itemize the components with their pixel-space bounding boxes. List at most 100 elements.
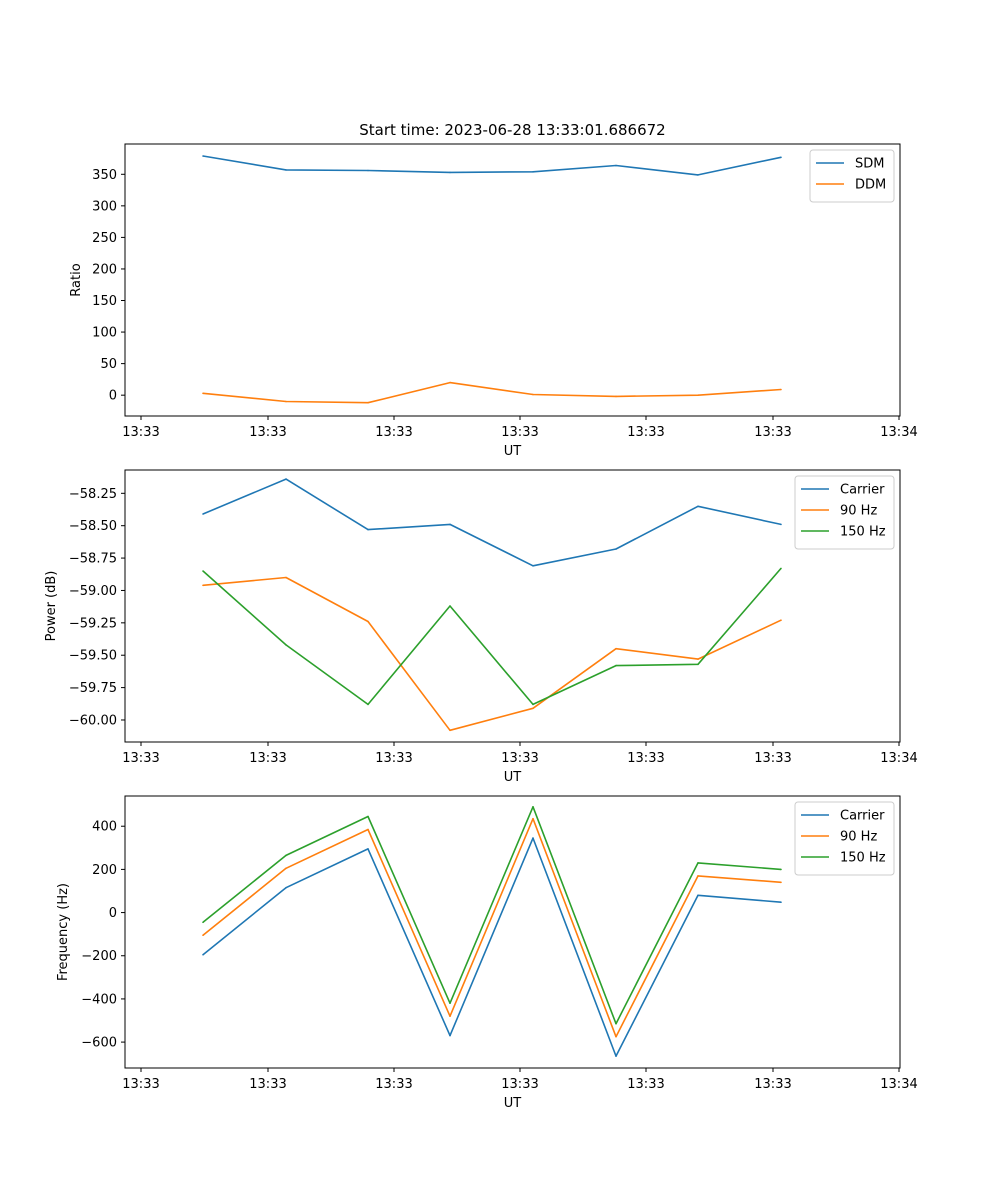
x-tick-label: 13:33	[501, 1077, 538, 1092]
data-point	[780, 388, 782, 391]
subplot-2: 13:33 13:33 13:33 13:33 13:33 13:33 13:34 −60.0…	[44, 469, 918, 785]
y-tick-label: −59.25	[69, 616, 117, 631]
data-point	[615, 1022, 617, 1025]
data-point	[449, 523, 451, 526]
series-line-150-hz	[202, 805, 782, 1025]
data-point	[449, 381, 451, 384]
data-point	[615, 395, 617, 398]
x-tick-label: 13:33	[754, 1077, 791, 1092]
data-point	[780, 881, 782, 884]
x-tick-label: 13:33	[375, 425, 412, 440]
data-point	[202, 584, 204, 587]
data-point	[697, 663, 699, 666]
y-tick-label: 250	[92, 231, 117, 246]
y-axis-label: Ratio	[69, 263, 84, 296]
y-tick-label: 0	[109, 906, 117, 921]
data-point	[202, 392, 204, 395]
x-tick-label: 13:33	[754, 425, 791, 440]
data-point	[532, 817, 534, 820]
y-tick-label: −400	[81, 992, 117, 1007]
data-point	[449, 1034, 451, 1037]
data-point	[449, 1002, 451, 1004]
x-axis-label: UT	[504, 1096, 522, 1111]
data-point	[532, 171, 534, 173]
data-point	[367, 828, 369, 831]
x-tick-label: 13:33	[501, 751, 538, 766]
data-point	[780, 868, 782, 871]
x-tick-label: 13:33	[375, 1077, 412, 1092]
y-tick-label: 400	[92, 820, 117, 835]
x-tick-label: 13:33	[249, 425, 286, 440]
data-point	[202, 953, 204, 956]
x-tick-label: 13:33	[627, 425, 664, 440]
axes-frame	[124, 143, 901, 417]
data-point	[367, 528, 369, 531]
data-point	[285, 169, 287, 171]
data-point	[697, 174, 699, 176]
y-tick-label: −600	[81, 1036, 117, 1051]
y-tick-label: 50	[100, 357, 117, 372]
legend-label: 90 Hz	[840, 504, 877, 519]
x-tick-label: 13:33	[122, 425, 159, 440]
data-point	[615, 164, 617, 167]
data-point	[697, 862, 699, 864]
data-point	[202, 934, 204, 936]
y-tick-label: −59.75	[69, 681, 117, 696]
y-tick-label: 0	[109, 389, 117, 404]
data-point	[615, 664, 617, 667]
data-point	[532, 806, 534, 808]
data-point	[532, 703, 534, 706]
series-line-sdm	[202, 155, 782, 176]
x-tick-label: 13:34	[880, 1077, 917, 1092]
y-tick-label: 350	[92, 168, 117, 183]
legend: Carrier 90 Hz 150 Hz	[794, 801, 895, 876]
data-point	[780, 901, 782, 903]
data-point	[780, 567, 782, 570]
series-line-150-hz	[202, 567, 782, 706]
x-tick-label: 13:34	[880, 425, 917, 440]
x-tick-label: 13:33	[375, 751, 412, 766]
y-axis-label: Frequency (Hz)	[56, 883, 71, 981]
data-point	[285, 886, 287, 889]
x-axis-label: UT	[504, 770, 522, 785]
y-tick-label: 300	[92, 199, 117, 214]
data-point	[697, 894, 699, 897]
x-axis-label: UT	[504, 444, 522, 459]
chart-title: Start time: 2023-06-28 13:33:01.686672	[359, 121, 665, 139]
legend-label: 150 Hz	[840, 525, 886, 540]
x-tick-label: 13:34	[880, 751, 917, 766]
legend-label: 90 Hz	[840, 830, 877, 845]
y-axis-label: Power (dB)	[44, 571, 59, 642]
data-point	[367, 815, 369, 818]
y-tick-label: −58.50	[69, 519, 117, 534]
x-tick-label: 13:33	[122, 751, 159, 766]
y-tick-label: −200	[81, 949, 117, 964]
data-point	[285, 867, 287, 870]
x-tick-label: 13:33	[754, 751, 791, 766]
x-tick-label: 13:33	[501, 425, 538, 440]
axes-frame	[124, 795, 901, 1069]
y-tick-label: −58.75	[69, 552, 117, 567]
data-point	[780, 156, 782, 159]
legend: SDM DDM	[809, 149, 895, 203]
data-point	[202, 570, 204, 572]
y-tick-label: −60.00	[69, 713, 117, 728]
data-point	[780, 619, 782, 621]
data-point	[615, 1055, 617, 1057]
data-point	[532, 565, 534, 567]
axes-frame	[124, 469, 901, 743]
data-point	[780, 523, 782, 526]
data-point	[367, 848, 369, 850]
data-point	[449, 605, 451, 607]
data-point	[697, 875, 699, 877]
legend-label: 150 Hz	[840, 851, 886, 866]
data-point	[615, 548, 617, 550]
x-tick-label: 13:33	[627, 751, 664, 766]
data-point	[285, 478, 287, 480]
data-point	[615, 1035, 617, 1038]
data-point	[202, 155, 204, 157]
subplot-1: Start time: 2023-06-28 13:33:01.686672 13…	[69, 121, 918, 459]
series-line-90-hz	[202, 576, 782, 732]
y-tick-label: 200	[92, 863, 117, 878]
y-tick-label: −59.00	[69, 584, 117, 599]
